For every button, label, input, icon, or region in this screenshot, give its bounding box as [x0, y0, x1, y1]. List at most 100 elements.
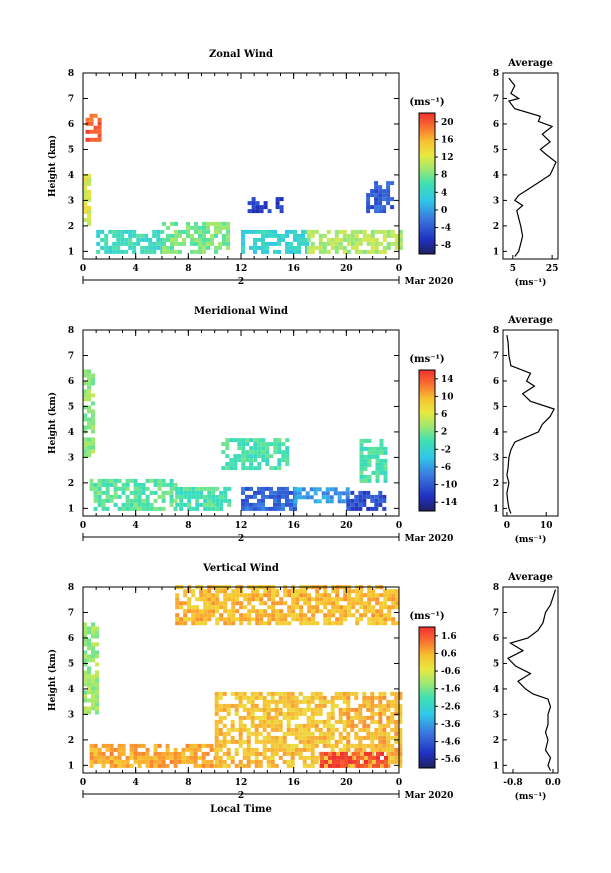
- heatmap-cell: [89, 137, 94, 142]
- average-frame: [502, 329, 559, 517]
- heatmap-cell: [227, 593, 232, 598]
- heatmap-cell: [298, 731, 303, 736]
- heatmap-cell: [137, 486, 142, 491]
- heatmap-cell: [186, 233, 190, 238]
- heatmap-cell: [362, 755, 367, 760]
- heatmap-cell: [274, 719, 279, 724]
- heatmap-cell: [344, 751, 348, 756]
- heatmap-cell: [257, 502, 261, 507]
- heatmap-cell: [113, 755, 118, 760]
- heatmap-cell: [313, 491, 318, 496]
- heatmap-cell: [375, 621, 380, 626]
- heatmap-cell: [362, 743, 367, 748]
- heatmap-cell: [165, 743, 170, 748]
- heatmap-cell: [199, 502, 204, 507]
- heatmap-cell: [257, 245, 261, 250]
- heatmap-cell: [382, 731, 387, 736]
- heatmap-cell: [202, 225, 206, 230]
- heatmap-cell: [105, 482, 110, 487]
- colorbar-tick-label: 4: [441, 188, 447, 198]
- heatmap-cell: [229, 458, 234, 463]
- heatmap-cell: [398, 233, 403, 238]
- heatmap-cell: [314, 711, 319, 716]
- heatmap-cell: [270, 747, 275, 752]
- heatmap-cell: [109, 755, 114, 760]
- heatmap-cell: [390, 691, 395, 696]
- heatmap-cell: [301, 229, 305, 234]
- heatmap-cell: [247, 609, 252, 614]
- heatmap-cell: [238, 735, 243, 740]
- heatmap-cell: [246, 739, 251, 744]
- heatmap-cell: [282, 691, 287, 696]
- heatmap-cell: [251, 209, 256, 214]
- heatmap-cell: [379, 613, 384, 618]
- heatmap-cell: [359, 589, 364, 594]
- heatmap-cell: [214, 743, 219, 748]
- heatmap-cell: [257, 229, 261, 234]
- heatmap-cell: [290, 743, 295, 748]
- heatmap-cell: [145, 763, 150, 768]
- heatmap-cell: [339, 617, 344, 622]
- heatmap-cell: [307, 609, 312, 614]
- heatmap-cell: [386, 185, 391, 190]
- heatmap-cell: [271, 605, 276, 610]
- heatmap-cell: [83, 185, 87, 190]
- heatmap-cell: [253, 494, 257, 499]
- heatmap-cell: [370, 189, 375, 194]
- heatmap-cell: [128, 237, 133, 242]
- heatmap-cell: [274, 711, 279, 716]
- heatmap-cell: [358, 703, 363, 708]
- heatmap-cell: [307, 605, 312, 610]
- heatmap-cell: [87, 646, 91, 651]
- heatmap-cell: [370, 759, 375, 764]
- heatmap-cell: [241, 462, 246, 467]
- heatmap-cell: [215, 494, 220, 499]
- heatmap-cell: [207, 593, 212, 598]
- heatmap-cell: [182, 241, 186, 246]
- heatmap-cell: [274, 723, 279, 728]
- heatmap-cell: [203, 498, 208, 503]
- heatmap-cell: [173, 482, 178, 487]
- heatmap-cell: [253, 446, 258, 451]
- heatmap-cell: [390, 751, 395, 756]
- heatmap-cell: [226, 703, 231, 708]
- heatmap-cell: [124, 241, 129, 246]
- heatmap-cell: [209, 759, 214, 764]
- colorbar-unit: (ms⁻¹): [409, 354, 444, 365]
- heatmap-cell: [310, 763, 315, 768]
- heatmap-cell: [83, 678, 87, 683]
- heatmap-cell: [83, 189, 87, 194]
- heatmap-cell: [83, 690, 87, 695]
- heatmap-cell: [132, 249, 137, 254]
- heatmap-cell: [299, 609, 304, 614]
- heatmap-cell: [362, 691, 367, 696]
- heatmap-cell: [202, 249, 206, 254]
- heatmap-cell: [137, 494, 142, 499]
- heatmap-cell: [354, 695, 359, 700]
- y-tick-label: 4: [68, 428, 74, 438]
- heatmap-cell: [226, 707, 231, 712]
- heatmap-cell: [91, 377, 95, 382]
- heatmap-cell: [269, 233, 273, 238]
- heatmap-cell: [233, 458, 238, 463]
- heatmap-cell: [120, 241, 125, 246]
- heatmap-cell: [322, 723, 327, 728]
- heatmap-cell: [286, 719, 291, 724]
- heatmap-cell: [113, 763, 118, 768]
- heatmap-cell: [265, 454, 270, 459]
- heatmap-cell: [246, 759, 251, 764]
- heatmap-cell: [337, 499, 342, 504]
- heatmap-cell: [306, 249, 311, 254]
- heatmap-cell: [322, 739, 327, 744]
- heatmap-cell: [203, 617, 208, 622]
- heatmap-cell: [358, 719, 363, 724]
- heatmap-cell: [346, 506, 351, 511]
- heatmap-cell: [238, 691, 243, 696]
- heatmap-cell: [330, 731, 335, 736]
- heatmap-cell: [112, 249, 117, 254]
- heatmap-cell: [207, 605, 212, 610]
- heatmap-cell: [290, 763, 295, 768]
- heatmap-cell: [383, 589, 388, 594]
- average-y-tick-label: 6: [493, 377, 499, 387]
